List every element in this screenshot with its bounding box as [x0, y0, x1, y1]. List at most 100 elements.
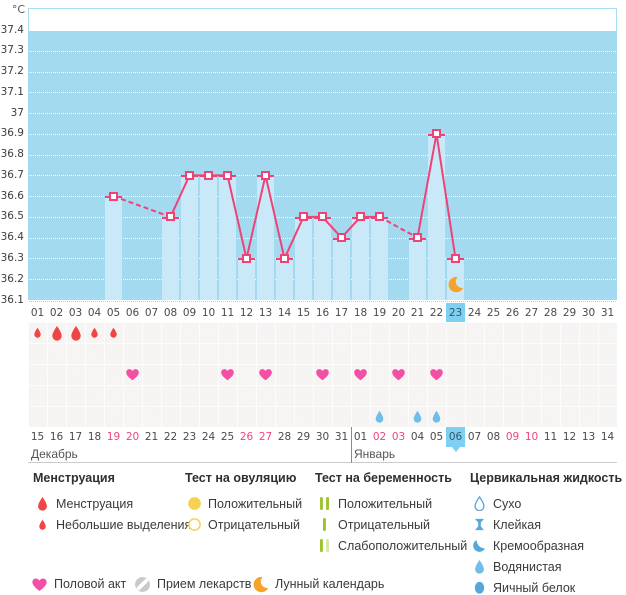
- intercourse-heart-icon[interactable]: [353, 367, 368, 382]
- cycle-day-cell[interactable]: 18: [353, 306, 368, 319]
- watery-fluid-icon[interactable]: [373, 410, 386, 423]
- cycle-day-cell[interactable]: 20: [391, 306, 406, 319]
- temperature-bar[interactable]: [181, 175, 198, 300]
- calendar-date-cell[interactable]: 01: [353, 431, 368, 443]
- temperature-marker[interactable]: [318, 212, 327, 222]
- cycle-day-cell[interactable]: 22: [429, 306, 444, 319]
- temperature-bar[interactable]: [238, 258, 255, 300]
- temperature-bar[interactable]: [314, 216, 331, 300]
- temperature-marker[interactable]: [109, 191, 118, 201]
- calendar-date-cell[interactable]: 26: [239, 431, 254, 443]
- cycle-day-cell[interactable]: 28: [543, 306, 558, 319]
- temperature-marker[interactable]: [356, 212, 365, 222]
- temperature-marker[interactable]: [337, 233, 346, 243]
- calendar-date-cell[interactable]: 03: [391, 431, 406, 443]
- cycle-day-cell[interactable]: 08: [163, 306, 178, 319]
- temperature-marker[interactable]: [185, 170, 194, 180]
- temperature-marker[interactable]: [299, 212, 308, 222]
- cycle-day-cell[interactable]: 01: [30, 306, 45, 319]
- cycle-day-cell[interactable]: 16: [315, 306, 330, 319]
- cycle-day-cell[interactable]: 25: [486, 306, 501, 319]
- menstruation-drop-icon[interactable]: [108, 327, 119, 338]
- cycle-day-cell[interactable]: 19: [372, 306, 387, 319]
- calendar-date-cell[interactable]: 17: [68, 431, 83, 443]
- calendar-date-cell[interactable]: 20: [125, 431, 140, 443]
- calendar-date-cell[interactable]: 25: [220, 431, 235, 443]
- cycle-day-cell[interactable]: 26: [505, 306, 520, 319]
- cycle-day-cell[interactable]: 07: [144, 306, 159, 319]
- calendar-date-cell[interactable]: 14: [600, 431, 615, 443]
- cycle-day-cell[interactable]: 21: [410, 306, 425, 319]
- intercourse-heart-icon[interactable]: [315, 367, 330, 382]
- cycle-day-cell[interactable]: 31: [600, 306, 615, 319]
- intercourse-heart-icon[interactable]: [220, 367, 235, 382]
- menstruation-drop-icon[interactable]: [89, 327, 100, 338]
- calendar-date-cell[interactable]: 12: [562, 431, 577, 443]
- temperature-bar[interactable]: [105, 196, 122, 300]
- cycle-day-cell[interactable]: 03: [68, 306, 83, 319]
- calendar-date-cell[interactable]: 21: [144, 431, 159, 443]
- temperature-marker[interactable]: [432, 129, 441, 139]
- calendar-date-cell[interactable]: 11: [543, 431, 558, 443]
- calendar-date-cell[interactable]: 19: [106, 431, 121, 443]
- calendar-date-cell[interactable]: 05: [429, 431, 444, 443]
- menstruation-drop-icon[interactable]: [32, 327, 43, 338]
- temperature-marker[interactable]: [280, 253, 289, 263]
- calendar-date-cell[interactable]: 31: [334, 431, 349, 443]
- cycle-day-cell[interactable]: 13: [258, 306, 273, 319]
- calendar-date-cell[interactable]: 10: [524, 431, 539, 443]
- menstruation-drop-icon[interactable]: [49, 325, 65, 341]
- cycle-day-cell[interactable]: 17: [334, 306, 349, 319]
- calendar-date-cell[interactable]: 09: [505, 431, 520, 443]
- temperature-marker[interactable]: [451, 253, 460, 263]
- temperature-bar[interactable]: [352, 216, 369, 300]
- cycle-day-cell[interactable]: 27: [524, 306, 539, 319]
- calendar-date-cell[interactable]: 24: [201, 431, 216, 443]
- calendar-date-cell[interactable]: 18: [87, 431, 102, 443]
- temperature-marker[interactable]: [223, 170, 232, 180]
- cycle-day-cell[interactable]: 12: [239, 306, 254, 319]
- intercourse-heart-icon[interactable]: [391, 367, 406, 382]
- temperature-bar[interactable]: [333, 237, 350, 300]
- cycle-day-cell[interactable]: 10: [201, 306, 216, 319]
- temperature-marker[interactable]: [375, 212, 384, 222]
- calendar-date-cell[interactable]: 27: [258, 431, 273, 443]
- temperature-bar[interactable]: [428, 133, 445, 300]
- temperature-bar[interactable]: [200, 175, 217, 300]
- calendar-date-cell-today[interactable]: 06: [446, 427, 465, 447]
- intercourse-heart-icon[interactable]: [258, 367, 273, 382]
- calendar-date-cell[interactable]: 16: [49, 431, 64, 443]
- cycle-day-cell[interactable]: 05: [106, 306, 121, 319]
- calendar-date-cell[interactable]: 28: [277, 431, 292, 443]
- temperature-bar[interactable]: [276, 258, 293, 300]
- cycle-day-cell[interactable]: 30: [581, 306, 596, 319]
- temperature-bar[interactable]: [257, 175, 274, 300]
- temperature-bar[interactable]: [371, 216, 388, 300]
- temperature-bar[interactable]: [295, 216, 312, 300]
- calendar-date-cell[interactable]: 02: [372, 431, 387, 443]
- intercourse-heart-icon[interactable]: [125, 367, 140, 382]
- cycle-day-cell[interactable]: 02: [49, 306, 64, 319]
- watery-fluid-icon[interactable]: [430, 410, 443, 423]
- calendar-date-cell[interactable]: 30: [315, 431, 330, 443]
- cycle-day-cell[interactable]: 29: [562, 306, 577, 319]
- calendar-date-cell[interactable]: 22: [163, 431, 178, 443]
- temperature-bar[interactable]: [162, 216, 179, 300]
- cycle-day-cell[interactable]: 04: [87, 306, 102, 319]
- calendar-date-cell[interactable]: 23: [182, 431, 197, 443]
- temperature-bar[interactable]: [409, 237, 426, 300]
- cycle-day-cell[interactable]: 15: [296, 306, 311, 319]
- calendar-date-cell[interactable]: 15: [30, 431, 45, 443]
- calendar-date-cell[interactable]: 07: [467, 431, 482, 443]
- menstruation-drop-icon[interactable]: [68, 325, 84, 341]
- calendar-date-cell[interactable]: 04: [410, 431, 425, 443]
- calendar-date-cell[interactable]: 08: [486, 431, 501, 443]
- intercourse-heart-icon[interactable]: [429, 367, 444, 382]
- cycle-day-cell[interactable]: 11: [220, 306, 235, 319]
- temperature-marker[interactable]: [242, 253, 251, 263]
- watery-fluid-icon[interactable]: [411, 410, 424, 423]
- calendar-date-cell[interactable]: 29: [296, 431, 311, 443]
- temperature-marker[interactable]: [413, 233, 422, 243]
- calendar-date-cell[interactable]: 13: [581, 431, 596, 443]
- cycle-day-cell[interactable]: 06: [125, 306, 140, 319]
